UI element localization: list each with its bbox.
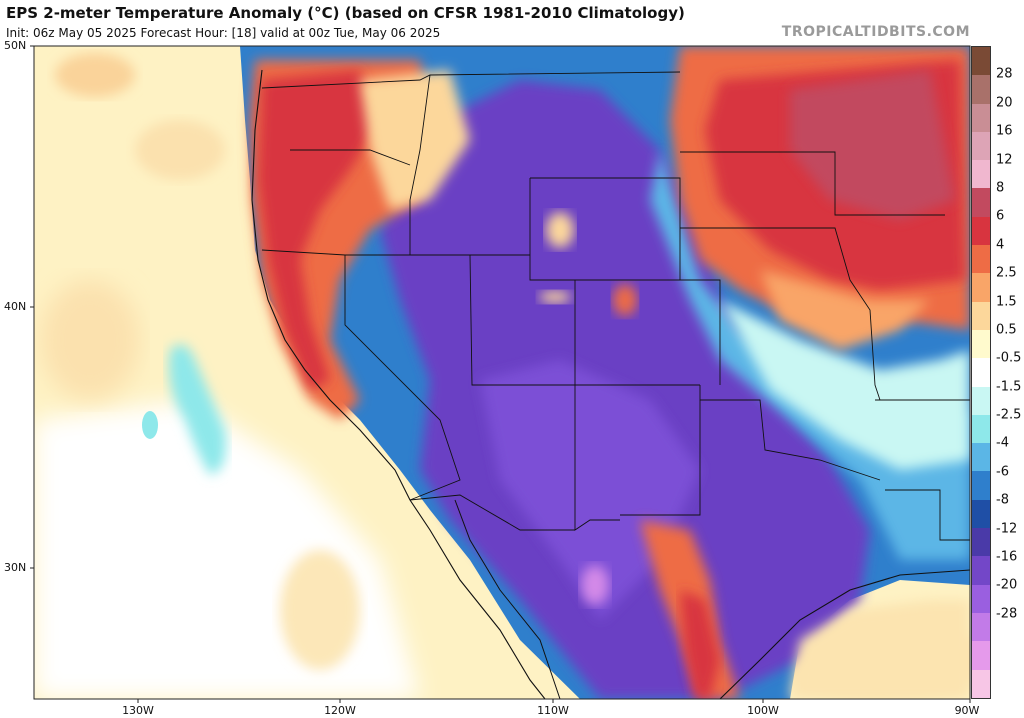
colorbar-label: -4 [996,435,1009,451]
colorbar-label: 28 [996,66,1013,82]
colorbar-segment [972,329,990,359]
brand-watermark: TROPICALTIDBITS.COM [781,24,970,40]
colorbar-label: 16 [996,123,1013,139]
lon-label-110w: 110W [537,704,569,717]
colorbar-segment [972,641,990,670]
gulf-coastline [719,569,970,699]
map-field [34,46,970,699]
colorbar-segment [972,443,990,472]
warm-ocean-blob [135,120,225,180]
gulf-warm [790,600,970,699]
colorbar-segment [972,273,990,302]
warm-ocean-blob [280,550,360,670]
colorbar-segment [972,414,990,444]
colorbar-segment [972,556,990,585]
colorbar-label: -16 [996,549,1018,565]
colorbar-segment [972,528,990,557]
lon-label-130w: 130W [122,704,154,717]
inland-northwest-warm [360,70,470,210]
lat-label-40n: 40N [4,300,27,313]
colorbar-label: -6 [996,464,1009,480]
cold-core-violet [480,360,700,620]
warm-plains-peak [790,70,955,220]
colorbar-label: 20 [996,95,1013,111]
plains-near-zero [720,300,970,470]
colorbar-segment [972,131,990,161]
cold-pocket [581,565,609,605]
state-boundaries [261,71,970,541]
colorbar-segment [972,160,990,189]
colorbar-segment [972,47,990,76]
lat-label-50n: 50N [4,39,27,52]
cool-ocean-patch [169,344,226,475]
colorbar-segment [972,584,990,613]
colorbar-label: 8 [996,180,1005,196]
colorbar-label: -8 [996,492,1009,508]
baja-coastline [454,499,561,699]
lon-label-90w: 90W [954,704,980,717]
mountain-warm-spot [546,212,574,248]
lon-label-120w: 120W [324,704,356,717]
colorbar-label: 12 [996,152,1013,168]
colorbar-segment [972,612,990,642]
lat-label-30n: 30N [4,561,27,574]
coastline [251,69,546,699]
axis-ticks [30,45,971,703]
colorbar-label: 2.5 [996,265,1017,281]
warm-ocean-blob [40,280,140,400]
colorbar-segment [972,358,990,387]
colorbar-segment [972,216,990,246]
colorbar-label: -12 [996,521,1018,537]
colorbar [971,46,991,699]
colorbar-segment [972,301,990,330]
colorbar-segment [972,245,990,274]
lon-label-100w: 100W [747,704,779,717]
warm-ocean-blob [55,53,135,97]
mountain-warm-spot [613,284,637,316]
colorbar-segment [972,75,990,104]
colorbar-segment [972,188,990,217]
colorbar-label: -1.5 [996,379,1022,395]
colorbar-label: 0.5 [996,322,1017,338]
colorbar-segment [972,471,990,500]
map-title: EPS 2-meter Temperature Anomaly (°C) (ba… [6,4,685,22]
cool-ocean-patch [142,411,158,439]
colorbar-label: -20 [996,577,1018,593]
colorbar-segment [972,103,990,132]
colorbar-segment [972,669,990,698]
colorbar-segment [972,386,990,415]
colorbar-segment [972,499,990,529]
colorbar-label: 6 [996,208,1005,224]
colorbar-label: 1.5 [996,294,1017,310]
map-subtitle: Init: 06z May 05 2025 Forecast Hour: [18… [6,26,441,40]
plot-frame [33,45,971,700]
colorbar-label: -0.5 [996,350,1022,366]
warm-plains-edge [760,270,930,350]
colorbar-label: -28 [996,606,1018,622]
mountain-warm-spot [539,291,571,303]
colorbar-label: -2.5 [996,407,1022,423]
texas-warm-core [680,590,720,699]
colorbar-label: 4 [996,237,1005,253]
